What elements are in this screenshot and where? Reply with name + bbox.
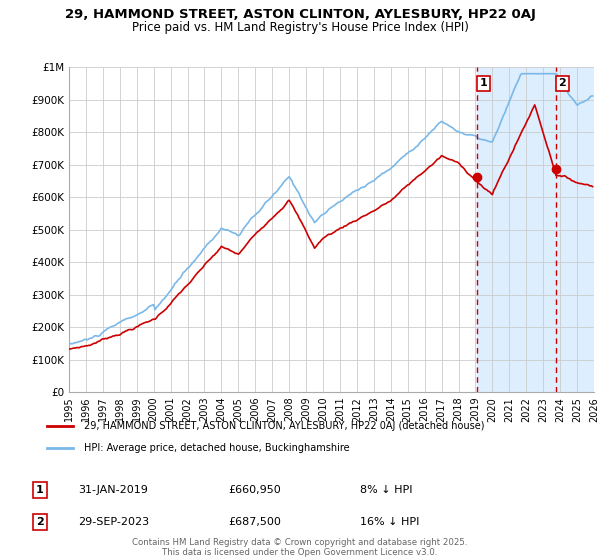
Text: Price paid vs. HM Land Registry's House Price Index (HPI): Price paid vs. HM Land Registry's House … (131, 21, 469, 34)
Text: 1: 1 (36, 485, 44, 495)
Text: 16% ↓ HPI: 16% ↓ HPI (360, 517, 419, 527)
Text: HPI: Average price, detached house, Buckinghamshire: HPI: Average price, detached house, Buck… (83, 443, 349, 453)
Text: Contains HM Land Registry data © Crown copyright and database right 2025.
This d: Contains HM Land Registry data © Crown c… (132, 538, 468, 557)
Text: £660,950: £660,950 (228, 485, 281, 495)
Text: 29, HAMMOND STREET, ASTON CLINTON, AYLESBURY, HP22 0AJ: 29, HAMMOND STREET, ASTON CLINTON, AYLES… (65, 8, 535, 21)
Text: 2: 2 (559, 78, 566, 88)
Text: 31-JAN-2019: 31-JAN-2019 (78, 485, 148, 495)
Text: 1: 1 (479, 78, 487, 88)
Text: 29-SEP-2023: 29-SEP-2023 (78, 517, 149, 527)
Text: 2: 2 (36, 517, 44, 527)
Text: 8% ↓ HPI: 8% ↓ HPI (360, 485, 413, 495)
Text: £687,500: £687,500 (228, 517, 281, 527)
Text: 29, HAMMOND STREET, ASTON CLINTON, AYLESBURY, HP22 0AJ (detached house): 29, HAMMOND STREET, ASTON CLINTON, AYLES… (83, 421, 484, 431)
Bar (477, 67, 594, 392)
